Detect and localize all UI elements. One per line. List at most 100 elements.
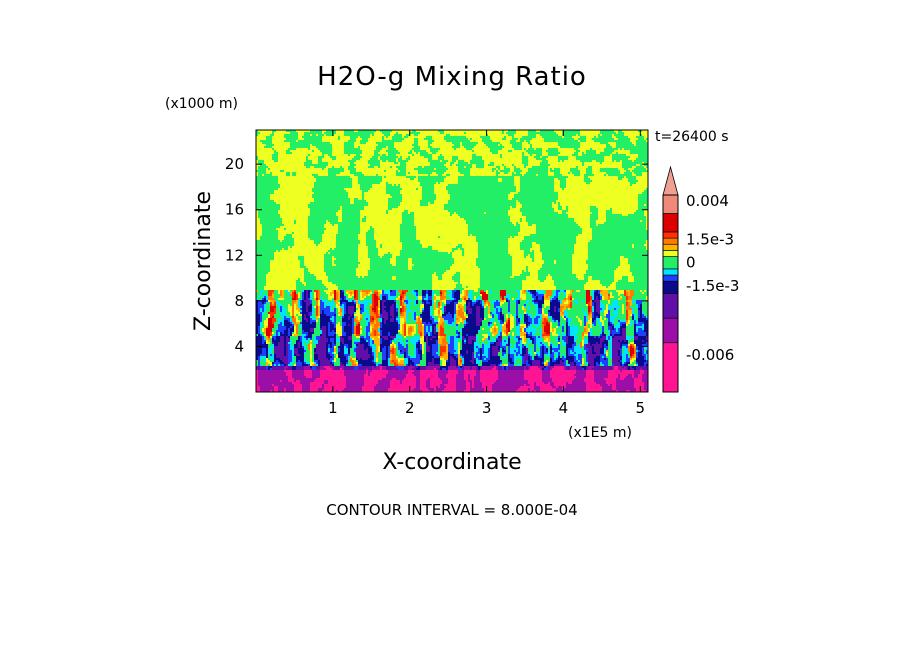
field-cell [538, 276, 547, 279]
field-cell [452, 254, 463, 257]
field-cell [430, 312, 433, 315]
field-cell [642, 310, 648, 313]
field-cell [292, 292, 295, 295]
field-cell [604, 298, 609, 301]
field-cell [356, 300, 359, 303]
field-cell [270, 308, 275, 311]
field-cell [280, 294, 283, 297]
field-cell [426, 334, 429, 337]
field-cell [548, 320, 553, 323]
field-cell [534, 252, 543, 255]
field-cell [362, 314, 367, 317]
field-cell [256, 266, 271, 269]
field-cell [542, 316, 549, 319]
field-cell [304, 316, 307, 319]
field-cell [368, 334, 371, 337]
field-cell [566, 326, 569, 329]
field-cell [434, 272, 437, 275]
field-cell [582, 300, 585, 303]
field-cell [598, 214, 607, 217]
field-cell [300, 304, 303, 307]
field-cell [336, 238, 359, 241]
field-cell [360, 240, 367, 243]
field-cell [586, 290, 591, 293]
field-cell [590, 308, 593, 311]
field-cell [314, 296, 317, 299]
field-cell [264, 310, 267, 313]
field-cell [416, 234, 469, 237]
field-cell [382, 154, 387, 157]
field-cell [536, 306, 539, 309]
field-cell [378, 152, 389, 155]
field-cell [310, 202, 351, 205]
field-cell [536, 336, 539, 339]
field-cell [316, 316, 319, 319]
field-cell [600, 300, 609, 303]
field-cell [636, 142, 648, 145]
field-cell [444, 292, 447, 295]
field-cell [378, 302, 381, 305]
field-cell [500, 170, 511, 173]
field-cell [408, 212, 411, 215]
field-cell [374, 302, 379, 305]
field-cell [270, 168, 323, 171]
field-cell [294, 334, 299, 337]
field-cell [468, 302, 471, 305]
field-cell [400, 152, 409, 155]
field-cell [398, 162, 401, 165]
field-cell [540, 320, 543, 323]
field-cell [618, 312, 623, 315]
field-cell [588, 246, 633, 249]
field-cell [612, 160, 615, 163]
field-cell [362, 218, 367, 221]
field-cell [520, 186, 555, 189]
field-cell [460, 272, 481, 275]
field-cell [342, 214, 361, 217]
field-cell [366, 244, 377, 247]
field-cell [256, 294, 261, 297]
field-cell [510, 322, 515, 325]
field-cell [516, 330, 521, 333]
field-cell [408, 318, 413, 321]
field-cell [328, 172, 341, 175]
field-cell [528, 130, 537, 133]
field-cell [420, 146, 429, 149]
field-cell [618, 304, 623, 307]
field-cell [256, 274, 267, 277]
field-cell [634, 308, 639, 311]
field-cell [296, 130, 311, 133]
field-cell [548, 152, 561, 155]
field-cell [310, 318, 313, 321]
field-cell [632, 244, 635, 247]
field-cell [554, 296, 559, 299]
field-cell [322, 296, 329, 299]
field-cell [388, 336, 391, 339]
field-cell [510, 296, 519, 299]
field-cell [620, 172, 625, 175]
field-cell [560, 172, 569, 175]
field-cell [414, 140, 419, 143]
field-cell [618, 300, 627, 303]
field-cell [588, 308, 591, 311]
field-cell [548, 310, 555, 313]
field-cell [502, 178, 515, 181]
field-cell [638, 138, 645, 141]
field-cell [628, 296, 633, 299]
field-cell [536, 230, 583, 233]
field-cell [578, 154, 583, 157]
field-cell [520, 332, 527, 335]
field-cell [378, 174, 397, 177]
field-cell [470, 160, 485, 163]
field-cell [520, 318, 523, 321]
field-cell [352, 322, 355, 325]
field-cell [306, 336, 313, 339]
field-cell [512, 236, 515, 239]
field-cell [456, 304, 459, 307]
field-cell [568, 300, 571, 303]
field-cell [390, 132, 397, 135]
field-cell [612, 210, 637, 213]
field-cell [602, 290, 609, 293]
field-cell [514, 166, 517, 169]
field-cell [472, 292, 481, 295]
field-cell [630, 182, 637, 185]
